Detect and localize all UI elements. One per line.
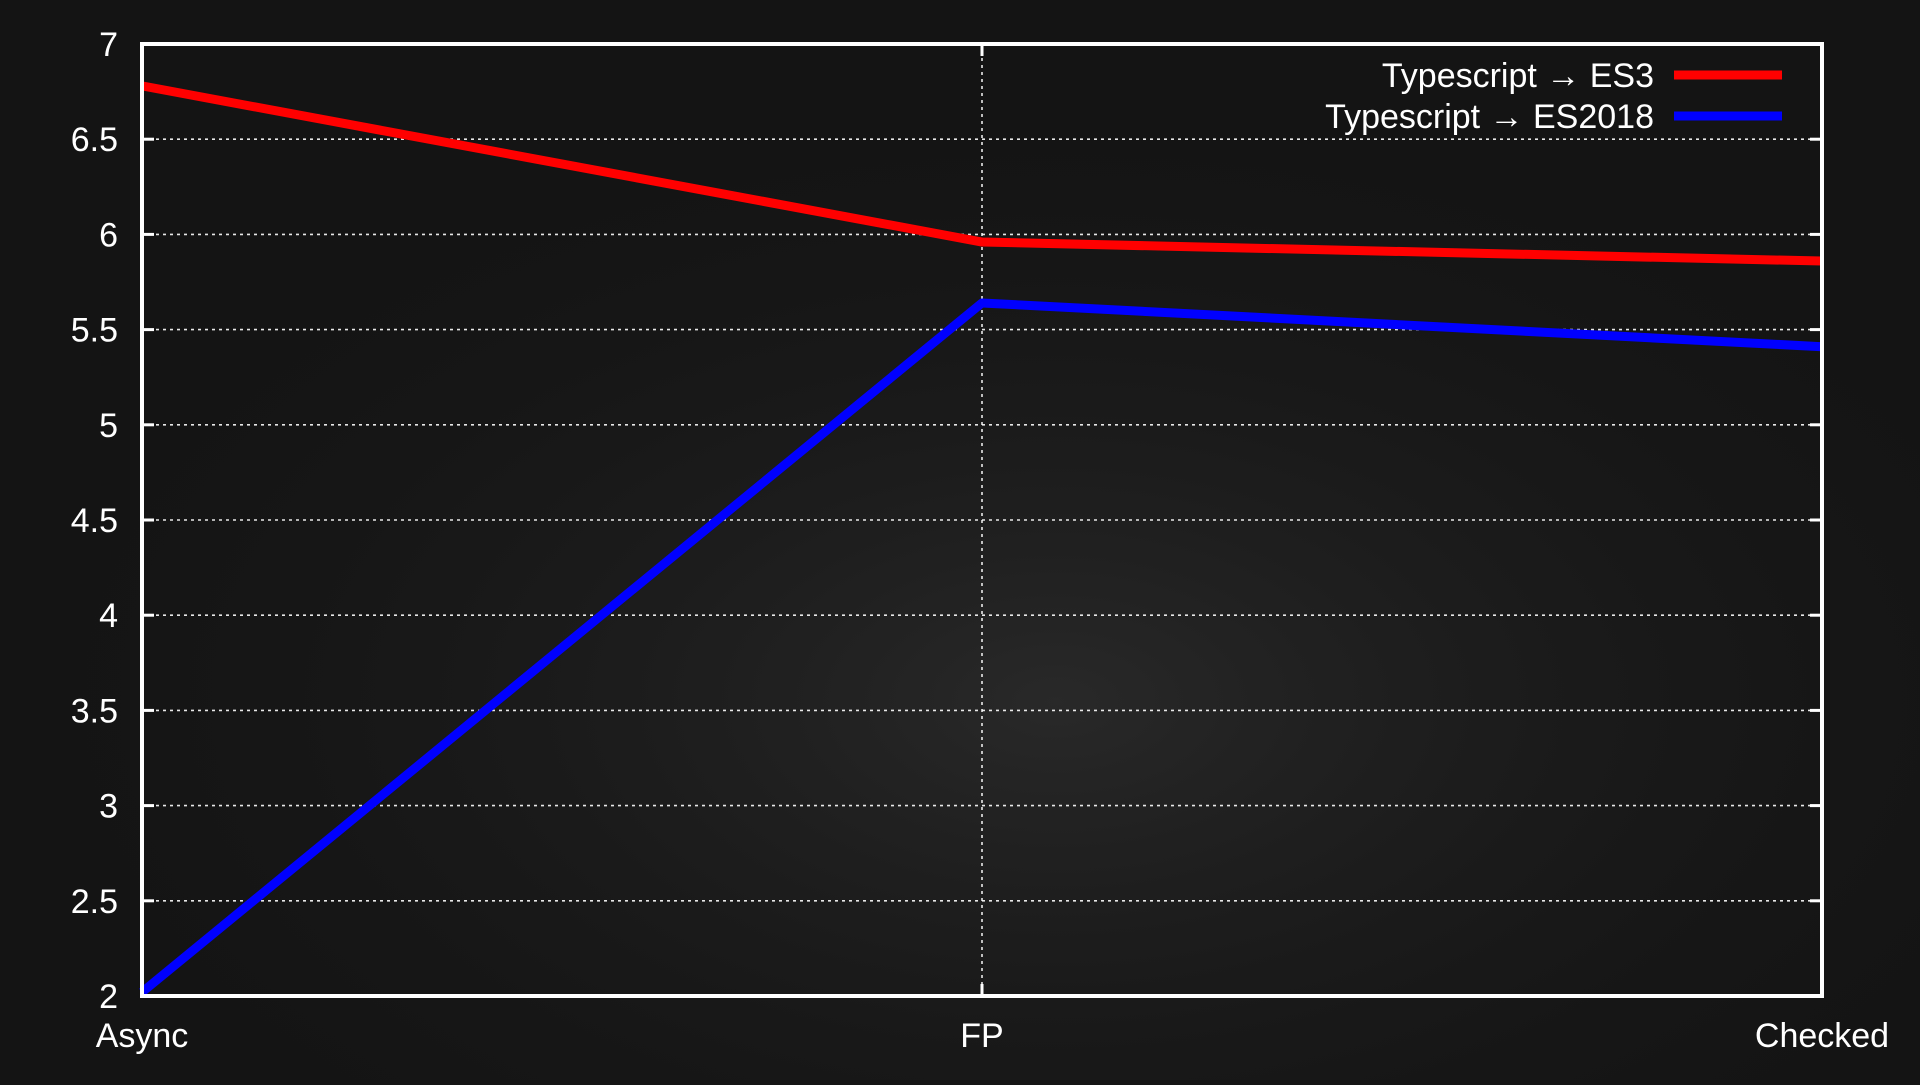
y-tick-label: 2.5 [71, 883, 118, 921]
y-tick-label: 4 [99, 597, 118, 635]
x-tick-label: FP [960, 1017, 1003, 1055]
legend-label: Typescript → ES3 [1382, 57, 1654, 95]
y-tick-label: 6 [99, 216, 118, 254]
y-tick-label: 2 [99, 978, 118, 1016]
legend-label: Typescript → ES2018 [1325, 98, 1654, 136]
x-tick-label: Checked [1755, 1017, 1889, 1055]
y-tick-label: 3 [99, 788, 118, 826]
y-tick-label: 5.5 [71, 312, 118, 350]
y-tick-label: 3.5 [71, 692, 118, 730]
y-tick-label: 4.5 [71, 502, 118, 540]
y-tick-label: 5 [99, 407, 118, 445]
y-tick-label: 6.5 [71, 121, 118, 159]
y-tick-label: 7 [99, 26, 118, 64]
x-tick-label: Async [96, 1017, 189, 1055]
